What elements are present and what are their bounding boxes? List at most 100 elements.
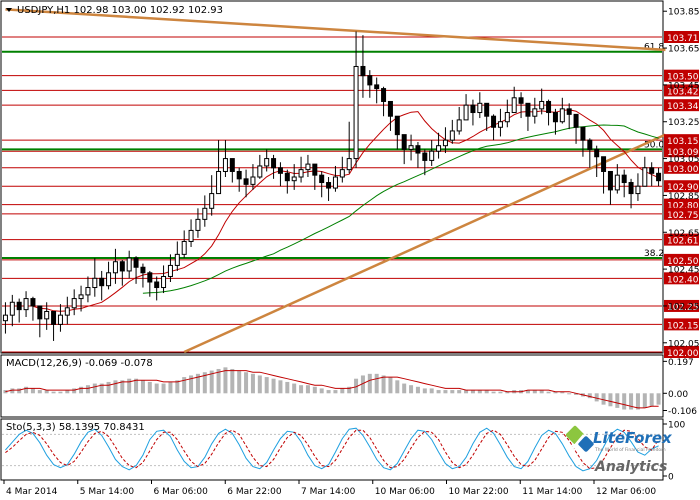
candle-body — [243, 178, 249, 185]
candle-body — [339, 169, 345, 178]
candle-body — [257, 165, 263, 178]
macd-bar — [615, 393, 620, 408]
macd-bar — [147, 381, 152, 394]
fib-label-61.8: 61.8 — [644, 43, 664, 53]
candle-body — [147, 272, 153, 283]
level-label-103.15: 103.15 — [664, 134, 699, 147]
macd-bar — [10, 388, 15, 394]
sto-label: Sto(5,3,3) 58.1395 70.8431 — [6, 422, 145, 433]
candle-body — [491, 115, 497, 128]
macd-bar — [237, 370, 242, 394]
price-candle — [319, 171, 325, 198]
macd-bar — [250, 373, 255, 394]
candle-body — [580, 126, 586, 141]
price-tick-label: 102.85 — [668, 192, 700, 202]
level-label-103.09: 103.09 — [664, 145, 699, 158]
price-candle — [504, 99, 510, 128]
level-label-text: 102.61 — [667, 237, 699, 247]
macd-bar — [58, 391, 63, 394]
macd-bar — [154, 383, 159, 394]
candle-body — [277, 167, 283, 174]
candle-body — [546, 100, 552, 114]
macd-bar — [622, 393, 627, 410]
price-tick-label: 102.65 — [668, 229, 700, 239]
macd-bar — [381, 375, 386, 394]
level-label-box — [664, 84, 699, 97]
macd-bar — [202, 372, 207, 394]
sto-tick-label: 100 — [668, 421, 685, 431]
macd-bar — [656, 393, 661, 405]
macd-bar — [223, 367, 228, 394]
level-label-102.61: 102.61 — [664, 233, 699, 247]
candle-body — [601, 156, 607, 172]
candle-body — [422, 152, 428, 161]
candle-body — [415, 145, 421, 154]
level-label-text: 102.80 — [667, 202, 699, 212]
macd-bar — [608, 393, 613, 407]
level-label-text: 103.15 — [667, 137, 699, 147]
macd-bar — [140, 380, 145, 394]
macd-bar — [635, 393, 640, 410]
macd-bar — [292, 383, 297, 394]
level-label-text: 102.75 — [667, 211, 699, 221]
candle-body — [250, 176, 256, 185]
candle-body — [573, 113, 579, 128]
price-candle — [566, 103, 572, 130]
macd-bar — [422, 388, 427, 394]
price-candle — [484, 102, 490, 131]
level-label-102.00: 102.00 — [664, 346, 699, 359]
price-candle — [552, 108, 558, 135]
price-candle — [594, 145, 600, 177]
candle-body — [140, 266, 146, 274]
macd-bar — [79, 386, 84, 394]
candle-body — [456, 119, 462, 132]
time-tick-label: 4 Mar 2014 — [6, 487, 58, 497]
price-candle — [607, 170, 613, 205]
price-candle — [580, 126, 586, 157]
price-candle — [477, 92, 483, 119]
candle-body — [374, 84, 380, 90]
time-tick-label: 7 Mar 14:00 — [301, 487, 356, 497]
candle-body — [319, 174, 325, 184]
price-candle — [236, 167, 242, 192]
candle-body — [442, 139, 448, 147]
macd-panel-frame — [0, 354, 664, 418]
level-label-text: 103.71 — [667, 34, 699, 44]
macd-bar — [161, 383, 166, 394]
price-candle — [532, 97, 538, 124]
candle-body — [594, 148, 600, 158]
candle-body — [154, 281, 160, 289]
sto-main-line — [5, 427, 659, 472]
level-label-102.80: 102.80 — [664, 198, 699, 212]
macd-bar — [567, 393, 572, 395]
macd-bar — [505, 391, 510, 394]
price-candle — [381, 86, 387, 117]
price-candle — [401, 134, 407, 165]
fib-label-38.2: 38.2 — [644, 249, 664, 259]
price-candle — [456, 107, 462, 135]
symbol-header: USDJPY,H1 102.98 103.00 102.92 102.93 — [6, 5, 223, 16]
candle-body — [298, 169, 304, 178]
trendline-resistance — [5, 8, 666, 52]
price-candle — [174, 241, 180, 271]
candle-body — [57, 314, 63, 325]
price-candle — [353, 31, 359, 168]
candle-body — [635, 185, 641, 195]
candle-body — [539, 100, 545, 110]
collapse-triangle-icon[interactable] — [6, 8, 12, 12]
price-candle — [126, 250, 132, 279]
price-tick-label: 103.85 — [668, 8, 700, 18]
level-label-box — [664, 161, 699, 174]
candle-body — [23, 298, 29, 311]
level-label-102.15: 102.15 — [664, 318, 699, 331]
price-candle — [119, 259, 125, 286]
candle-body — [394, 115, 400, 136]
price-candle — [305, 154, 311, 177]
candle-body — [552, 112, 558, 123]
level-label-102.75: 102.75 — [664, 207, 699, 221]
price-candle — [587, 138, 593, 168]
time-tick-label: 6 Mar 22:00 — [227, 487, 282, 497]
price-candle — [99, 270, 105, 301]
price-candle — [57, 304, 63, 332]
sto-plot-layer — [2, 427, 662, 472]
